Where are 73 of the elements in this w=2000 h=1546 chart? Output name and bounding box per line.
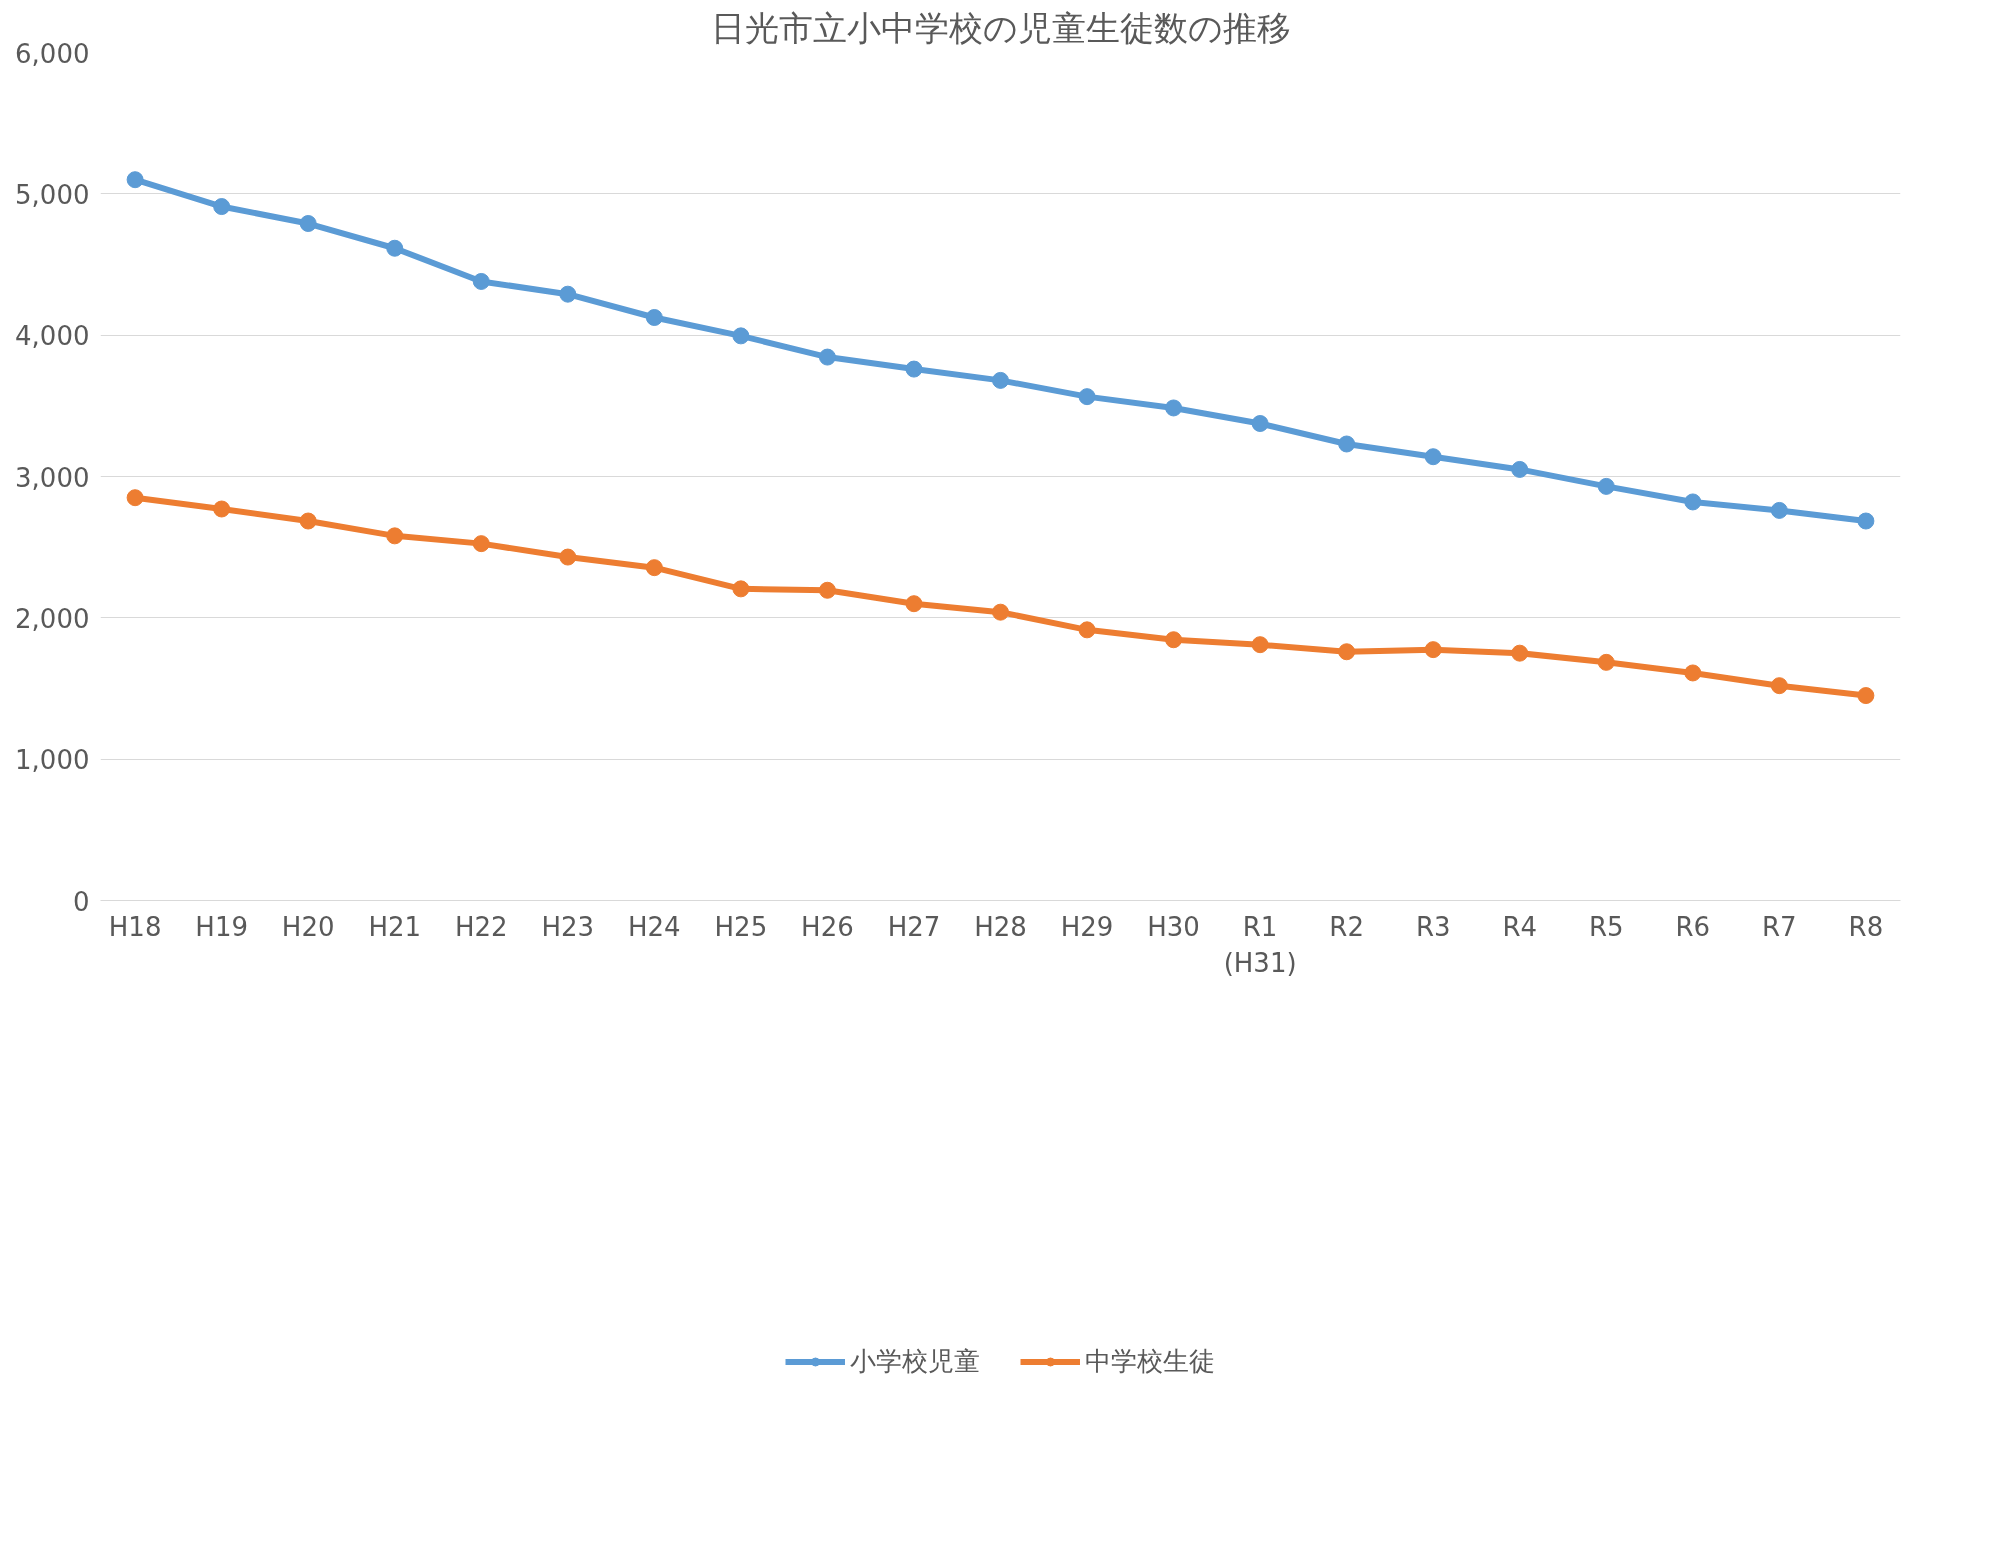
point <box>1251 415 1269 432</box>
point <box>1684 493 1702 511</box>
point <box>1857 512 1875 530</box>
x-tick-label: H18 <box>108 911 162 942</box>
point <box>645 559 663 577</box>
point <box>732 327 750 345</box>
point <box>126 171 144 189</box>
x-tick-label: H28 <box>974 911 1027 942</box>
point <box>472 535 490 553</box>
point <box>1597 477 1615 495</box>
y-tick-label: 2,000 <box>15 603 90 634</box>
point <box>126 489 144 507</box>
x-tick-label: H20 <box>281 911 335 942</box>
point <box>472 272 490 290</box>
x-tick-label: H25 <box>714 911 768 942</box>
point <box>905 595 923 613</box>
y-tick-label: 6,000 <box>15 38 90 69</box>
point <box>1251 636 1269 654</box>
point <box>1165 399 1183 417</box>
x-tick-label: R7 <box>1762 911 1797 942</box>
point <box>1684 664 1702 682</box>
point <box>732 580 750 598</box>
point <box>559 285 577 303</box>
point <box>386 527 404 545</box>
x-tick-label: R3 <box>1415 911 1451 942</box>
point <box>299 215 317 232</box>
x-tick-label: R1 (H31) <box>1223 911 1297 978</box>
point <box>213 500 231 518</box>
point <box>386 239 404 257</box>
point <box>905 360 923 378</box>
y-tick-label: 1,000 <box>15 745 90 776</box>
point <box>1424 448 1442 466</box>
y-tick-label: 0 <box>72 886 90 917</box>
y-tick-label: 3,000 <box>15 462 90 493</box>
point <box>1770 501 1788 519</box>
y-tick-label: 5,000 <box>15 179 90 210</box>
x-tick-label: R8 <box>1848 911 1884 942</box>
point <box>1078 621 1096 639</box>
legend-label: 小学校児童 <box>850 1344 980 1378</box>
point <box>1338 435 1356 453</box>
x-tick-label: H21 <box>368 911 422 942</box>
x-tick-label: H30 <box>1147 911 1200 942</box>
point <box>818 581 836 599</box>
point <box>645 309 663 326</box>
point <box>559 548 577 566</box>
x-tick-label: H27 <box>887 911 941 942</box>
point <box>299 512 317 530</box>
point <box>213 198 231 216</box>
x-tick-label: R6 <box>1675 911 1711 942</box>
x-tick-label: R2 <box>1329 911 1364 942</box>
point <box>1511 460 1529 478</box>
point <box>1424 641 1442 659</box>
point <box>1511 644 1529 662</box>
x-tick-label: R5 <box>1588 911 1624 942</box>
x-tick-label: H23 <box>541 911 595 942</box>
point <box>992 603 1009 621</box>
point <box>1770 677 1788 695</box>
point <box>1165 631 1183 649</box>
x-tick-label: R4 <box>1502 911 1538 942</box>
x-tick-label: H19 <box>195 911 248 942</box>
legend-label: 中学校生徒 <box>1085 1344 1215 1378</box>
point <box>1857 687 1875 705</box>
point <box>818 348 836 366</box>
point <box>1338 643 1356 661</box>
point <box>992 371 1009 389</box>
x-tick-label: H24 <box>628 911 681 942</box>
x-tick-label: H29 <box>1060 911 1114 942</box>
chart-title: 日光市立小中学校の児童生徒数の推移 <box>710 7 1291 48</box>
x-tick-label: H26 <box>801 911 854 942</box>
point <box>1597 653 1615 671</box>
x-tick-label: H22 <box>454 911 508 942</box>
point <box>1078 388 1096 406</box>
y-tick-label: 4,000 <box>15 321 90 352</box>
